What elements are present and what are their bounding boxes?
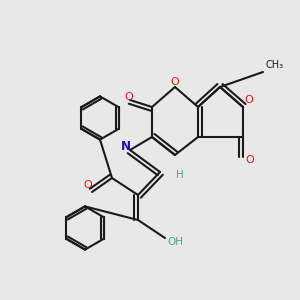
Text: O: O (171, 77, 179, 87)
Text: O: O (246, 155, 254, 165)
Text: O: O (124, 92, 134, 102)
Text: O: O (244, 95, 253, 105)
Text: OH: OH (167, 237, 183, 247)
Text: N: N (121, 140, 131, 154)
Text: H: H (176, 170, 184, 180)
Text: O: O (84, 180, 92, 190)
Text: CH₃: CH₃ (266, 60, 284, 70)
